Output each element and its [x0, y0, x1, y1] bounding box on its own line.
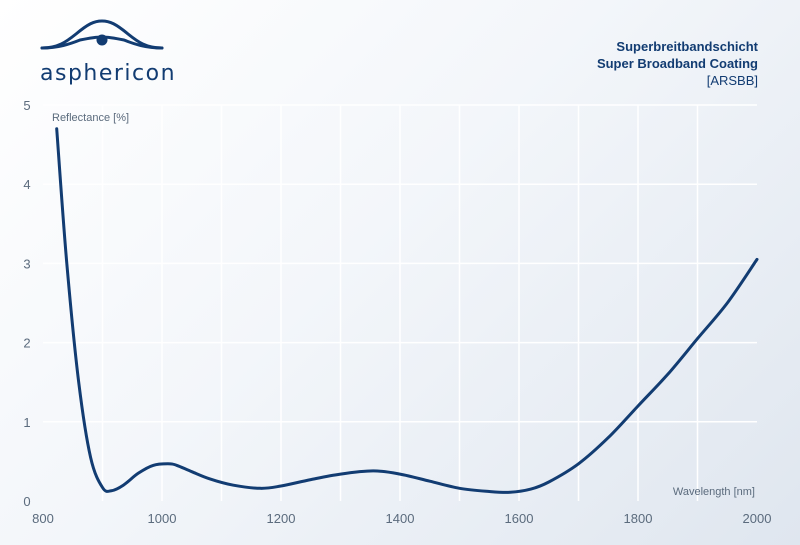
brand-logo: asphericon: [40, 18, 177, 86]
chart-title-block: Superbreitbandschicht Super Broadband Co…: [597, 38, 758, 89]
y-tick-label: 0: [23, 494, 30, 509]
y-axis-ticks: 0 1 2 3 4 5: [23, 98, 30, 509]
x-tick-label: 800: [32, 511, 54, 526]
y-tick-label: 3: [23, 256, 30, 271]
x-tick-label: 1400: [386, 511, 415, 526]
y-tick-label: 5: [23, 98, 30, 113]
y-tick-label: 1: [23, 415, 30, 430]
grid: [43, 104, 757, 501]
series: [55, 127, 759, 494]
y-tick-label: 2: [23, 336, 30, 351]
x-axis-label: Wavelength [nm]: [673, 486, 755, 498]
x-tick-label: 2000: [743, 511, 772, 526]
x-axis-ticks: 800 1000 1200 1400 1600 1800 2000: [32, 511, 771, 526]
brand-name: asphericon: [40, 61, 177, 86]
product-code: [ARSBB]: [706, 73, 758, 88]
x-tick-label: 1600: [505, 511, 534, 526]
reflectance-curve: [55, 127, 759, 494]
y-tick-label: 4: [23, 177, 30, 192]
x-tick-label: 1800: [624, 511, 653, 526]
x-tick-label: 1200: [267, 511, 296, 526]
title-english: Super Broadband Coating: [596, 56, 758, 71]
title-german: Superbreitbandschicht: [616, 39, 758, 54]
y-axis-label: Reflectance [%]: [52, 112, 129, 124]
eye-logo-icon: [40, 19, 164, 50]
x-tick-label: 1000: [148, 511, 177, 526]
